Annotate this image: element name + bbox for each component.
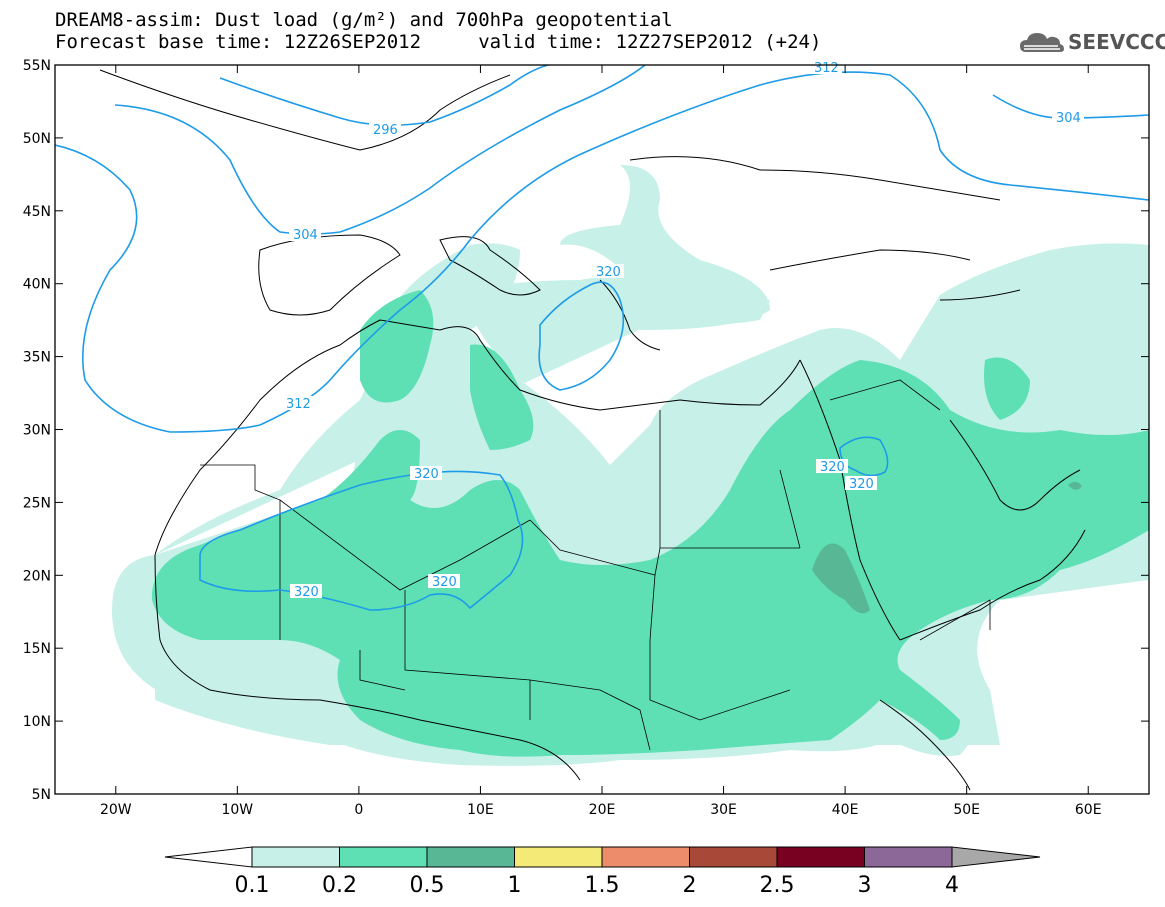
colorbar-swatch (514, 846, 603, 868)
lat-label: 15N (23, 641, 51, 657)
contour-label-320-c: 320 (432, 575, 457, 590)
colorbar-swatch (601, 846, 690, 868)
lon-label: 10E (467, 802, 494, 818)
dust-field (112, 165, 1149, 766)
dust-level-0.2-gulf (984, 357, 1030, 420)
contour-320-sahara (199, 470, 524, 611)
contour-label-296: 296 (373, 123, 398, 138)
lon-label: 30E (710, 802, 737, 818)
contour-label-320-a: 320 (414, 467, 439, 482)
contour-296 (219, 65, 549, 126)
colorbar-level-label: 0.2 (322, 873, 357, 898)
lat-label: 50N (23, 131, 51, 147)
contour-label-320-arabia: 320 (820, 460, 845, 475)
dust-level-0.2-north1 (360, 290, 434, 403)
lat-label: 40N (23, 277, 51, 293)
lat-label: 35N (23, 350, 51, 366)
colorbar-level-label: 2 (683, 873, 697, 898)
colorbar-swatch (251, 846, 340, 868)
colorbar-swatch (426, 846, 515, 868)
logo-text: SEEVCCC (1068, 30, 1165, 54)
dust-level-0.2 (151, 360, 1149, 757)
colorbar-level-label: 1 (508, 873, 522, 898)
colorbar-arrow-low (164, 846, 253, 868)
dust-level-0.5-small (1068, 481, 1082, 490)
colorbar-arrow-high (951, 846, 1041, 868)
lon-label: 20E (589, 802, 616, 818)
lat-label: 30N (23, 423, 51, 439)
contour-label-312-north: 312 (814, 61, 839, 76)
contour-304-west (55, 144, 261, 433)
lat-label: 5N (32, 787, 51, 803)
lon-label: 60E (1075, 802, 1102, 818)
colorbar-level-label: 2.5 (760, 873, 795, 898)
forecast-time-line: Forecast base time: 12Z26SEP2012 valid t… (55, 31, 822, 53)
contour-labels: 296 304 312 304 320 312 320 320 320 320 … (282, 60, 1084, 600)
contour-label-320-med: 320 (596, 265, 621, 280)
colorbar-level-label: 1.5 (585, 873, 620, 898)
cloud-icon (1020, 33, 1064, 52)
colorbar-level-label: 0.1 (235, 873, 270, 898)
lat-label: 20N (23, 568, 51, 584)
lat-label: 45N (23, 204, 51, 220)
longitude-axis: 20W 10W 0 10E 20E 30E 40E 50E 60E (100, 65, 1102, 818)
latitude-axis: 55N 50N 45N 40N 35N 30N 25N 20N 15N 10N 5N (23, 58, 1149, 803)
colorbar-level-label: 3 (858, 873, 872, 898)
contour-label-312: 312 (286, 397, 311, 412)
contour-320-med (538, 281, 625, 391)
lat-label: 55N (23, 58, 51, 74)
contour-label-320-arabia-2: 320 (849, 477, 874, 492)
contour-label-304: 304 (293, 228, 318, 243)
contour-label-304-east: 304 (1056, 111, 1081, 126)
lon-label: 40E (832, 802, 859, 818)
dust-level-0.5 (812, 543, 870, 614)
colorbar-swatch (864, 846, 953, 868)
lat-label: 10N (23, 714, 51, 730)
colorbar-swatch (776, 846, 865, 868)
lon-label: 50E (953, 802, 980, 818)
seevccc-logo: SEEVCCC (1018, 28, 1165, 58)
colorbar: 0.1 0.2 0.5 1 1.5 2 2.5 3 4 (164, 846, 1041, 898)
lon-label: 0 (354, 802, 363, 818)
colorbar-level-label: 0.5 (410, 873, 445, 898)
colorbar-swatch (339, 846, 428, 868)
contour-304-west-2 (114, 65, 646, 235)
contour-312 (259, 71, 1149, 426)
lat-label: 25N (23, 495, 51, 511)
dust-level-0.2-north2 (470, 344, 534, 450)
colorbar-level-label: 4 (945, 873, 959, 898)
map-title: DREAM8-assim: Dust load (g/m²) and 700hP… (55, 9, 673, 31)
political-borders (200, 379, 991, 751)
contour-label-320-b: 320 (294, 585, 319, 600)
lon-label: 10W (221, 802, 253, 818)
lon-label: 20W (100, 802, 132, 818)
geopotential-contours (55, 65, 1149, 611)
coastlines (99, 69, 1086, 791)
colorbar-swatch (689, 846, 778, 868)
